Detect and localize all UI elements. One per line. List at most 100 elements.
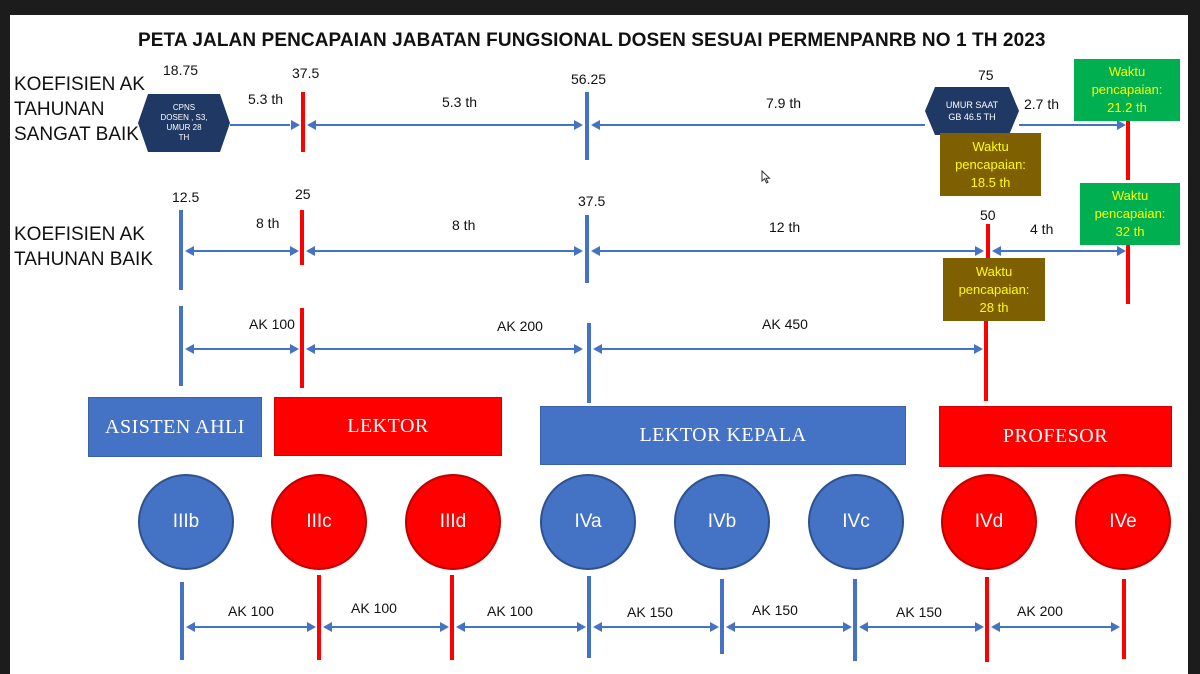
- row1-value-3: 56.25: [571, 71, 607, 87]
- row1-duration-4: 2.7 th: [1024, 96, 1060, 112]
- row2-arrow-4-head-right: [1117, 246, 1126, 256]
- row1-duration-3: 7.9 th: [766, 95, 802, 111]
- row2-marker-2: [300, 210, 304, 265]
- bottom-marker-5: [720, 579, 724, 654]
- start-box-line-3: UMUR 28: [166, 123, 202, 132]
- row1-marker-5: [1126, 118, 1130, 180]
- row2-arrow-3-shaft: [598, 250, 976, 252]
- bottom-arrow-7-shaft: [998, 626, 1112, 628]
- row-label-baik: KOEFISIEN AK TAHUNAN BAIK: [14, 224, 154, 270]
- note-line: Waktu: [1111, 188, 1149, 203]
- row2-value-1: 12.5: [172, 189, 200, 205]
- row2-note-brown: Waktu pencapaian: 28 th: [943, 258, 1045, 321]
- bottom-arrow-2-shaft: [330, 626, 441, 628]
- bottom-arrow-6-head-right: [975, 622, 984, 632]
- row2-arrow-1-shaft: [192, 250, 291, 252]
- row2-duration-4: 4 th: [1030, 221, 1054, 237]
- row1-arrow-3-shaft: [598, 124, 925, 126]
- row3-arrow-1-shaft: [192, 348, 291, 350]
- row-label-sangat-baik: KOEFISIEN AK TAHUNAN SANGAT BAIK: [14, 74, 145, 145]
- row1-arrow-2-head-right: [574, 120, 583, 130]
- bottom-ak-6: AK 150: [896, 604, 942, 620]
- bottom-marker-6: [853, 579, 857, 661]
- row1-arrow-1-shaft: [230, 124, 290, 126]
- position-lektor-kepala: LEKTOR KEPALA: [540, 406, 906, 465]
- bottom-marker-4: [587, 576, 591, 658]
- bottom-arrow-1-head-right: [307, 622, 316, 632]
- row3-ak-3: AK 450: [762, 316, 808, 332]
- bottom-arrow-7-head-right: [1111, 622, 1120, 632]
- bottom-arrow-1-shaft: [193, 626, 308, 628]
- row1-arrow-2-head-left: [307, 120, 316, 130]
- bottom-ak-2: AK 100: [351, 600, 397, 616]
- row2-arrow-4-shaft: [999, 250, 1117, 252]
- note-line: pencapaian:: [955, 156, 1026, 172]
- row3-arrow-2-head-left: [306, 344, 315, 354]
- bottom-arrow-6-shaft: [866, 626, 976, 628]
- row1-arrow-4-shaft: [1019, 124, 1117, 126]
- mouse-cursor-icon: [761, 169, 771, 189]
- row2-arrow-2-head-right: [574, 246, 583, 256]
- bottom-arrow-3-head-right: [577, 622, 586, 632]
- row3-arrow-3-shaft: [600, 348, 975, 350]
- note-line: 18.5 th: [970, 174, 1011, 190]
- position-asisten-ahli: ASISTEN AHLI: [88, 397, 262, 457]
- row1-arrow-2-shaft: [314, 124, 576, 126]
- row1-marker-3: [585, 92, 589, 160]
- row3-arrow-1-head-right: [290, 344, 299, 354]
- row2-duration-1: 8 th: [256, 215, 280, 231]
- bottom-arrow-4-head-left: [593, 622, 602, 632]
- row2-duration-2: 8 th: [452, 217, 476, 233]
- row3-arrow-2-shaft: [313, 348, 575, 350]
- row3-arrow-3-head-right: [974, 344, 983, 354]
- end-box-line-1: UMUR SAAT: [945, 100, 999, 110]
- row3-marker-3: [587, 323, 591, 403]
- row1-note-brown: Waktu pencapaian: 18.5 th: [940, 133, 1041, 196]
- row3-marker-1: [179, 306, 183, 386]
- bottom-ak-1: AK 100: [228, 603, 274, 619]
- row1-arrow-1-head: [291, 120, 300, 130]
- row2-value-3: 37.5: [578, 193, 606, 209]
- start-box-line-4: TH: [178, 133, 190, 142]
- grade-IVa: IVa: [540, 474, 636, 570]
- row2-arrow-3-head-left: [591, 246, 600, 256]
- bottom-arrow-5-head-left: [726, 622, 735, 632]
- position-lektor: LEKTOR: [274, 397, 502, 456]
- row3-arrow-1-head-left: [185, 344, 194, 354]
- bottom-marker-1: [180, 582, 184, 660]
- row2-marker-3: [585, 215, 589, 283]
- bottom-ak-3: AK 100: [487, 603, 533, 619]
- grade-IVc: IVc: [808, 474, 904, 570]
- diagram-title: PETA JALAN PENCAPAIAN JABATAN FUNGSIONAL…: [138, 30, 1046, 51]
- row2-marker-1: [179, 210, 183, 290]
- bottom-arrow-4-shaft: [600, 626, 711, 628]
- start-box-line-2: DOSEN , S3,: [160, 113, 208, 122]
- position-profesor: PROFESOR: [939, 406, 1172, 467]
- row1-value-1: 18.75: [163, 62, 199, 78]
- bottom-marker-2: [317, 575, 321, 660]
- end-hexagon-umur-gb: UMUR SAAT GB 46.5 TH: [925, 87, 1019, 135]
- start-hexagon-cpns: CPNS DOSEN , S3, UMUR 28 TH: [138, 94, 230, 152]
- row2-marker-4: [986, 224, 990, 258]
- row2-arrow-2-head-left: [306, 246, 315, 256]
- note-line: 21.2 th: [1107, 100, 1147, 115]
- grade-IVd: IVd: [941, 474, 1037, 570]
- row1-marker-2: [301, 92, 305, 152]
- row2-arrow-1-head-right: [290, 246, 299, 256]
- grade-IVe: IVe: [1075, 474, 1171, 570]
- row3-ak-2: AK 200: [497, 318, 543, 334]
- grade-IVb: IVb: [674, 474, 770, 570]
- bottom-marker-8: [1122, 579, 1126, 659]
- bottom-ak-7: AK 200: [1017, 603, 1063, 619]
- bottom-arrow-3-head-left: [456, 622, 465, 632]
- note-line: 32 th: [1115, 224, 1145, 239]
- row3-marker-2: [300, 308, 304, 388]
- row2-note-green: Waktu pencapaian: 32 th: [1080, 183, 1180, 245]
- grade-IIIc: IIIc: [271, 474, 367, 570]
- bottom-arrow-5-shaft: [733, 626, 844, 628]
- bottom-marker-3: [450, 575, 454, 660]
- row3-ak-1: AK 100: [249, 316, 295, 332]
- bottom-arrow-6-head-left: [859, 622, 868, 632]
- row3-arrow-2-head-right: [574, 344, 583, 354]
